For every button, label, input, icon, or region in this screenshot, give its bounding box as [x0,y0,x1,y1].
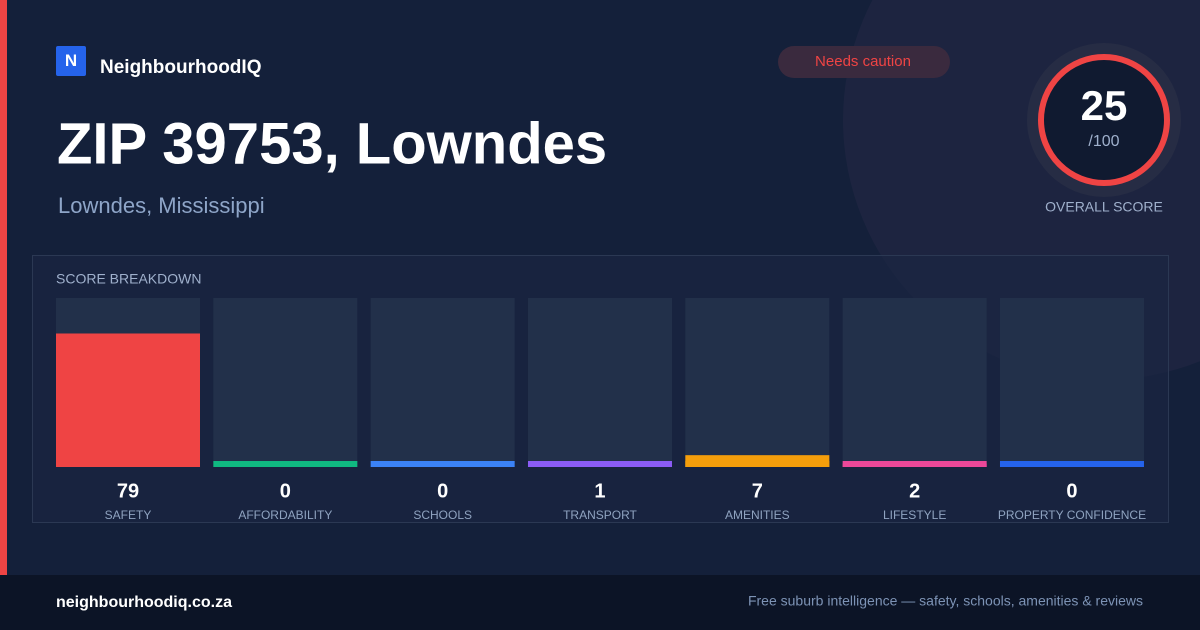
score-value: 25 [1081,82,1128,129]
accent-stripe [0,0,7,575]
bar-track [527,298,672,467]
breakdown-title: SCORE BREAKDOWN [56,271,201,287]
score-max: /100 [1088,133,1119,150]
subtitle: Lowndes, Mississippi [58,193,265,218]
category-label: TRANSPORT [563,508,637,522]
bar [527,465,672,467]
score-ring [1038,54,1170,186]
bars: 79 SAFETY 0 AFFORDABILITY 0 SCHOOLS 1 TRANSPORT… [56,298,1146,522]
bar-track [213,298,358,467]
value-label: 7 [752,480,763,502]
value-label: 79 [117,480,139,502]
bar [56,333,200,467]
badge [778,46,950,78]
value-label: 1 [594,480,605,502]
bar-base [370,461,515,467]
category-label: PROPERTY CONFIDENCE [998,508,1146,522]
bar-base [213,461,358,467]
bar-base [527,461,672,467]
category-label: SCHOOLS [413,508,472,522]
logo [56,46,86,76]
category-label: AMENITIES [725,508,790,522]
footer-site: neighbourhoodiq.co.za [56,594,232,611]
footer [0,575,1200,630]
logo-letter: N [65,51,77,70]
footer-tagline: Free suburb intelligence — safety, schoo… [748,593,1143,609]
bar-track [842,298,987,467]
bar-track [370,298,515,467]
value-label: 2 [909,480,920,502]
category-label: SAFETY [105,508,152,522]
badge-text: Needs caution [815,53,911,70]
bar-track [685,298,830,467]
category-label: AFFORDABILITY [238,508,332,522]
bar [685,455,830,467]
title: ZIP 39753, Lowndes [57,111,607,176]
category-label: LIFESTYLE [883,508,946,522]
bar [842,463,987,467]
value-label: 0 [1066,480,1077,502]
value-label: 0 [437,480,448,502]
value-label: 0 [280,480,291,502]
bar-base [999,461,1144,467]
bar-track [999,298,1144,467]
brand-name: NeighbourhoodIQ [100,57,261,78]
score-caption: OVERALL SCORE [1045,199,1163,215]
